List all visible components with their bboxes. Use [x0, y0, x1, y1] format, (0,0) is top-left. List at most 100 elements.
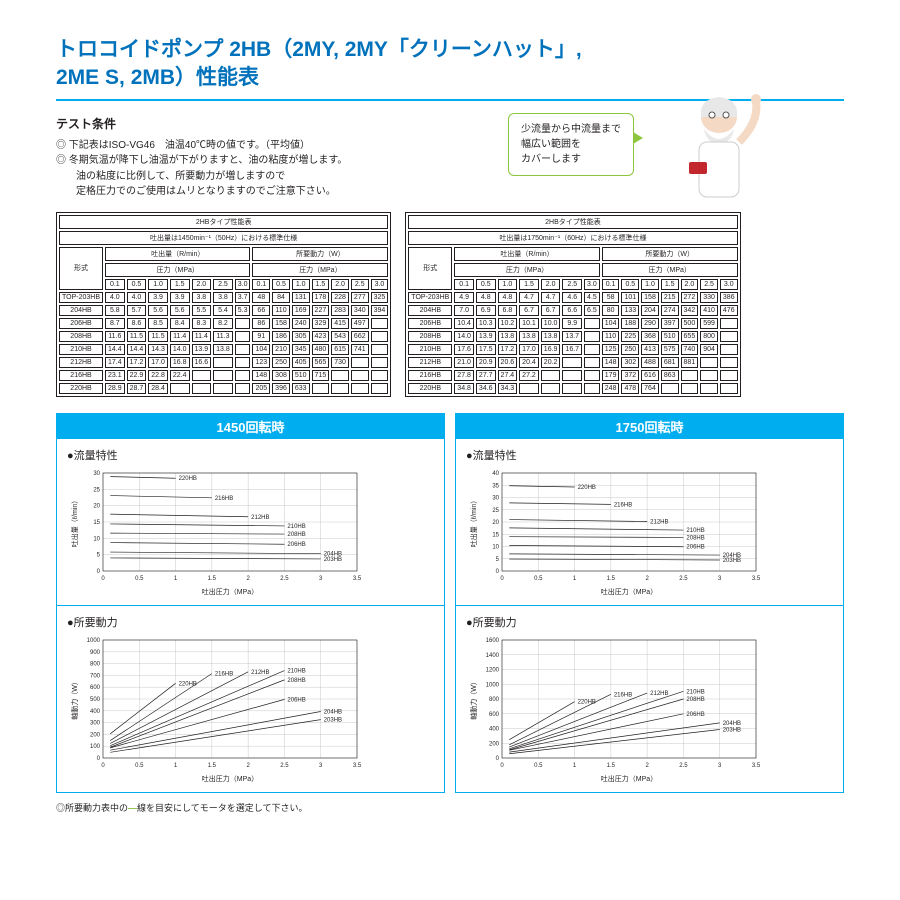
svg-text:800: 800 — [90, 661, 101, 667]
svg-text:吐出圧力（MPa）: 吐出圧力（MPa） — [202, 587, 258, 596]
svg-text:3.5: 3.5 — [353, 763, 362, 769]
intro-block: テスト条件 ◎ 下記表はISO-VG46 油温40℃時の値です。（平均値） ◎ … — [56, 115, 844, 200]
svg-text:20: 20 — [93, 503, 100, 509]
table-60hz: 2HBタイプ性能表吐出量は1750min⁻¹（60Hz）における標準仕様形式吐出… — [405, 212, 740, 397]
svg-text:0.5: 0.5 — [534, 763, 543, 769]
chart-flow-60: 051015202530354000.511.522.533.5220HB216… — [466, 467, 811, 597]
svg-text:220HB: 220HB — [179, 681, 197, 687]
svg-text:3: 3 — [718, 576, 722, 582]
svg-text:1000: 1000 — [486, 682, 500, 688]
svg-text:206HB: 206HB — [686, 544, 704, 550]
svg-text:220HB: 220HB — [578, 699, 596, 705]
svg-text:15: 15 — [492, 532, 499, 538]
svg-text:2.5: 2.5 — [280, 576, 289, 582]
svg-text:2.5: 2.5 — [679, 576, 688, 582]
svg-text:210HB: 210HB — [686, 689, 704, 695]
svg-text:216HB: 216HB — [614, 502, 632, 508]
svg-text:0.5: 0.5 — [534, 576, 543, 582]
spec-tables: 2HBタイプ性能表吐出量は1450min⁻¹（50Hz）における標準仕様形式吐出… — [56, 212, 844, 397]
svg-text:0: 0 — [500, 763, 504, 769]
svg-text:203HB: 203HB — [324, 717, 342, 723]
svg-text:10: 10 — [93, 536, 100, 542]
chart-col-50: 1450回転時 流量特性 05101520253000.511.522.533.… — [56, 413, 445, 793]
svg-text:2: 2 — [246, 763, 250, 769]
svg-text:200: 200 — [489, 741, 500, 747]
svg-text:0.5: 0.5 — [135, 763, 144, 769]
svg-text:1400: 1400 — [486, 652, 500, 658]
svg-text:300: 300 — [90, 720, 101, 726]
svg-text:吐出量（ℓ/min）: 吐出量（ℓ/min） — [70, 496, 79, 547]
svg-text:1: 1 — [573, 763, 577, 769]
svg-text:203HB: 203HB — [723, 558, 741, 564]
svg-text:0: 0 — [496, 569, 500, 575]
svg-text:1: 1 — [573, 576, 577, 582]
charts-block: 1450回転時 流量特性 05101520253000.511.522.533.… — [56, 413, 844, 793]
svg-text:210HB: 210HB — [686, 528, 704, 534]
svg-text:10: 10 — [492, 544, 499, 550]
svg-text:3.5: 3.5 — [752, 576, 761, 582]
svg-text:208HB: 208HB — [287, 678, 305, 684]
svg-text:吐出圧力（MPa）: 吐出圧力（MPa） — [601, 774, 657, 783]
svg-text:0: 0 — [97, 756, 101, 762]
svg-text:吐出圧力（MPa）: 吐出圧力（MPa） — [601, 587, 657, 596]
svg-text:600: 600 — [489, 711, 500, 717]
svg-text:204HB: 204HB — [324, 709, 342, 715]
banner-60: 1750回転時 — [456, 414, 843, 439]
svg-text:吐出量（ℓ/min）: 吐出量（ℓ/min） — [469, 496, 478, 547]
svg-text:203HB: 203HB — [723, 727, 741, 733]
svg-text:40: 40 — [492, 471, 499, 477]
svg-text:216HB: 216HB — [614, 692, 632, 698]
svg-text:206HB: 206HB — [686, 712, 704, 718]
svg-text:2.5: 2.5 — [679, 763, 688, 769]
svg-text:400: 400 — [90, 708, 101, 714]
svg-text:206HB: 206HB — [287, 542, 305, 548]
svg-text:3: 3 — [319, 763, 323, 769]
svg-text:600: 600 — [90, 685, 101, 691]
svg-text:3: 3 — [718, 763, 722, 769]
svg-text:35: 35 — [492, 483, 499, 489]
svg-text:吐出圧力（MPa）: 吐出圧力（MPa） — [202, 774, 258, 783]
svg-text:15: 15 — [93, 520, 100, 526]
footnote: ◎所要動力表中の―線を目安にしてモータを選定して下さい。 — [56, 801, 844, 814]
svg-text:203HB: 203HB — [324, 557, 342, 563]
professor-icon — [664, 87, 774, 217]
chart-heading-flow: 流量特性 — [67, 447, 434, 463]
svg-text:208HB: 208HB — [686, 697, 704, 703]
svg-text:210HB: 210HB — [287, 524, 305, 530]
svg-text:5: 5 — [496, 556, 500, 562]
svg-text:25: 25 — [93, 487, 100, 493]
svg-text:220HB: 220HB — [179, 476, 197, 482]
svg-text:2: 2 — [645, 576, 649, 582]
svg-text:20: 20 — [492, 520, 499, 526]
table-50hz: 2HBタイプ性能表吐出量は1450min⁻¹（50Hz）における標準仕様形式吐出… — [56, 212, 391, 397]
svg-text:軸動力（W）: 軸動力（W） — [70, 678, 79, 720]
svg-text:3.5: 3.5 — [353, 576, 362, 582]
svg-text:220HB: 220HB — [578, 485, 596, 491]
chart-col-60: 1750回転時 流量特性 051015202530354000.511.522.… — [455, 413, 844, 793]
svg-text:1: 1 — [174, 763, 178, 769]
svg-text:800: 800 — [489, 697, 500, 703]
svg-text:軸動力（W）: 軸動力（W） — [469, 678, 478, 720]
svg-text:1.5: 1.5 — [208, 576, 217, 582]
svg-text:1: 1 — [174, 576, 178, 582]
svg-text:1200: 1200 — [486, 667, 500, 673]
svg-text:1000: 1000 — [87, 638, 101, 644]
svg-text:0: 0 — [101, 576, 105, 582]
svg-text:212HB: 212HB — [650, 691, 668, 697]
svg-text:1600: 1600 — [486, 638, 500, 644]
svg-text:5: 5 — [97, 552, 101, 558]
svg-text:208HB: 208HB — [287, 532, 305, 538]
chart-heading-flow: 流量特性 — [466, 447, 833, 463]
chart-power-60: 0200400600800100012001400160000.511.522.… — [466, 634, 811, 784]
svg-text:216HB: 216HB — [215, 671, 233, 677]
svg-text:30: 30 — [492, 495, 499, 501]
svg-text:1.5: 1.5 — [607, 576, 616, 582]
svg-text:212HB: 212HB — [251, 670, 269, 676]
svg-text:100: 100 — [90, 744, 101, 750]
svg-text:216HB: 216HB — [215, 496, 233, 502]
svg-text:210HB: 210HB — [287, 668, 305, 674]
svg-text:500: 500 — [90, 697, 101, 703]
svg-text:212HB: 212HB — [251, 514, 269, 520]
chart-flow-50: 05101520253000.511.522.533.5220HB216HB21… — [67, 467, 412, 597]
svg-text:1.5: 1.5 — [607, 763, 616, 769]
